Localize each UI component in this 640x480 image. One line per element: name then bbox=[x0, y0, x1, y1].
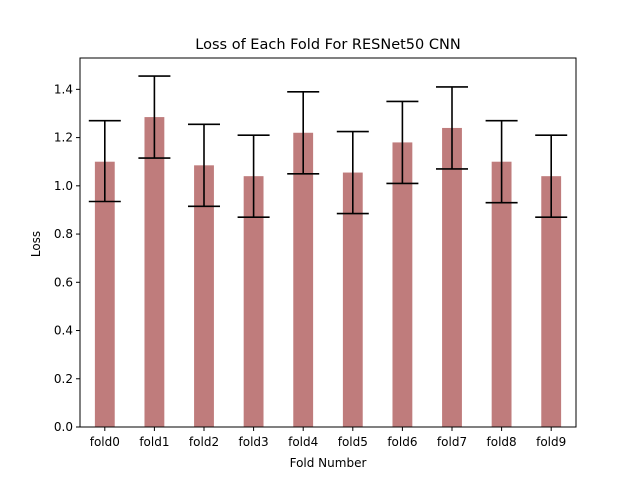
error-bar-fold8 bbox=[485, 119, 518, 204]
y-tick-label-1.4: 1.4 bbox=[54, 82, 73, 96]
bar-fold0 bbox=[94, 161, 115, 428]
bar-fold3 bbox=[243, 176, 264, 427]
bar-fold9 bbox=[541, 176, 562, 427]
x-tick-label-fold7: fold7 bbox=[437, 435, 467, 449]
error-bar-fold9 bbox=[535, 134, 568, 218]
ticks-layer: 0.0 0.2 0.4 0.6 0.8 1.0 1.2 1.4 fold0 fold1 fold2 f… bbox=[54, 82, 566, 449]
y-tick-label-0.2: 0.2 bbox=[54, 372, 73, 386]
x-tick-label-fold9: fold9 bbox=[536, 435, 566, 449]
bar-fold8 bbox=[491, 161, 512, 428]
y-tick-label-1.2: 1.2 bbox=[54, 131, 73, 145]
error-bar-fold7 bbox=[436, 86, 468, 170]
y-tick-label-0.8: 0.8 bbox=[54, 227, 73, 241]
error-bar-fold0 bbox=[88, 119, 121, 203]
y-tick-label-1.0: 1.0 bbox=[54, 179, 73, 193]
y-tick-label-0.0: 0.0 bbox=[54, 420, 73, 434]
error-bar-fold1 bbox=[138, 75, 171, 159]
error-bar-fold4 bbox=[287, 90, 320, 175]
bar-fold6 bbox=[392, 142, 413, 428]
x-tick-label-fold4: fold4 bbox=[288, 435, 318, 449]
bar-fold4 bbox=[293, 132, 314, 427]
bar-fold1 bbox=[144, 117, 165, 428]
x-tick-label-fold2: fold2 bbox=[189, 435, 219, 449]
error-bars-layer bbox=[88, 75, 568, 218]
error-bar-fold6 bbox=[386, 100, 419, 185]
axes-layer bbox=[79, 57, 577, 428]
chart-title: Loss of Each Fold For RESNet50 CNN bbox=[195, 37, 460, 53]
x-tick-label-fold6: fold6 bbox=[387, 435, 417, 449]
x-tick-label-fold8: fold8 bbox=[487, 435, 517, 449]
bar-fold5 bbox=[342, 172, 363, 427]
x-tick-label-fold0: fold0 bbox=[90, 435, 120, 449]
x-axis-title: Fold Number bbox=[290, 456, 367, 470]
y-tick-label-0.6: 0.6 bbox=[54, 275, 73, 289]
y-axis-title: Loss bbox=[29, 231, 43, 257]
error-bar-fold3 bbox=[237, 134, 270, 218]
plot-frame bbox=[79, 57, 577, 428]
x-tick-label-fold1: fold1 bbox=[139, 435, 169, 449]
bars-layer bbox=[94, 117, 562, 428]
x-tick-label-fold5: fold5 bbox=[338, 435, 368, 449]
bar-fold7 bbox=[442, 127, 462, 428]
x-tick-label-fold3: fold3 bbox=[239, 435, 269, 449]
bar-fold2 bbox=[194, 165, 214, 427]
error-bar-fold2 bbox=[188, 123, 220, 208]
error-bar-fold5 bbox=[336, 130, 369, 215]
y-tick-label-0.4: 0.4 bbox=[54, 324, 73, 338]
